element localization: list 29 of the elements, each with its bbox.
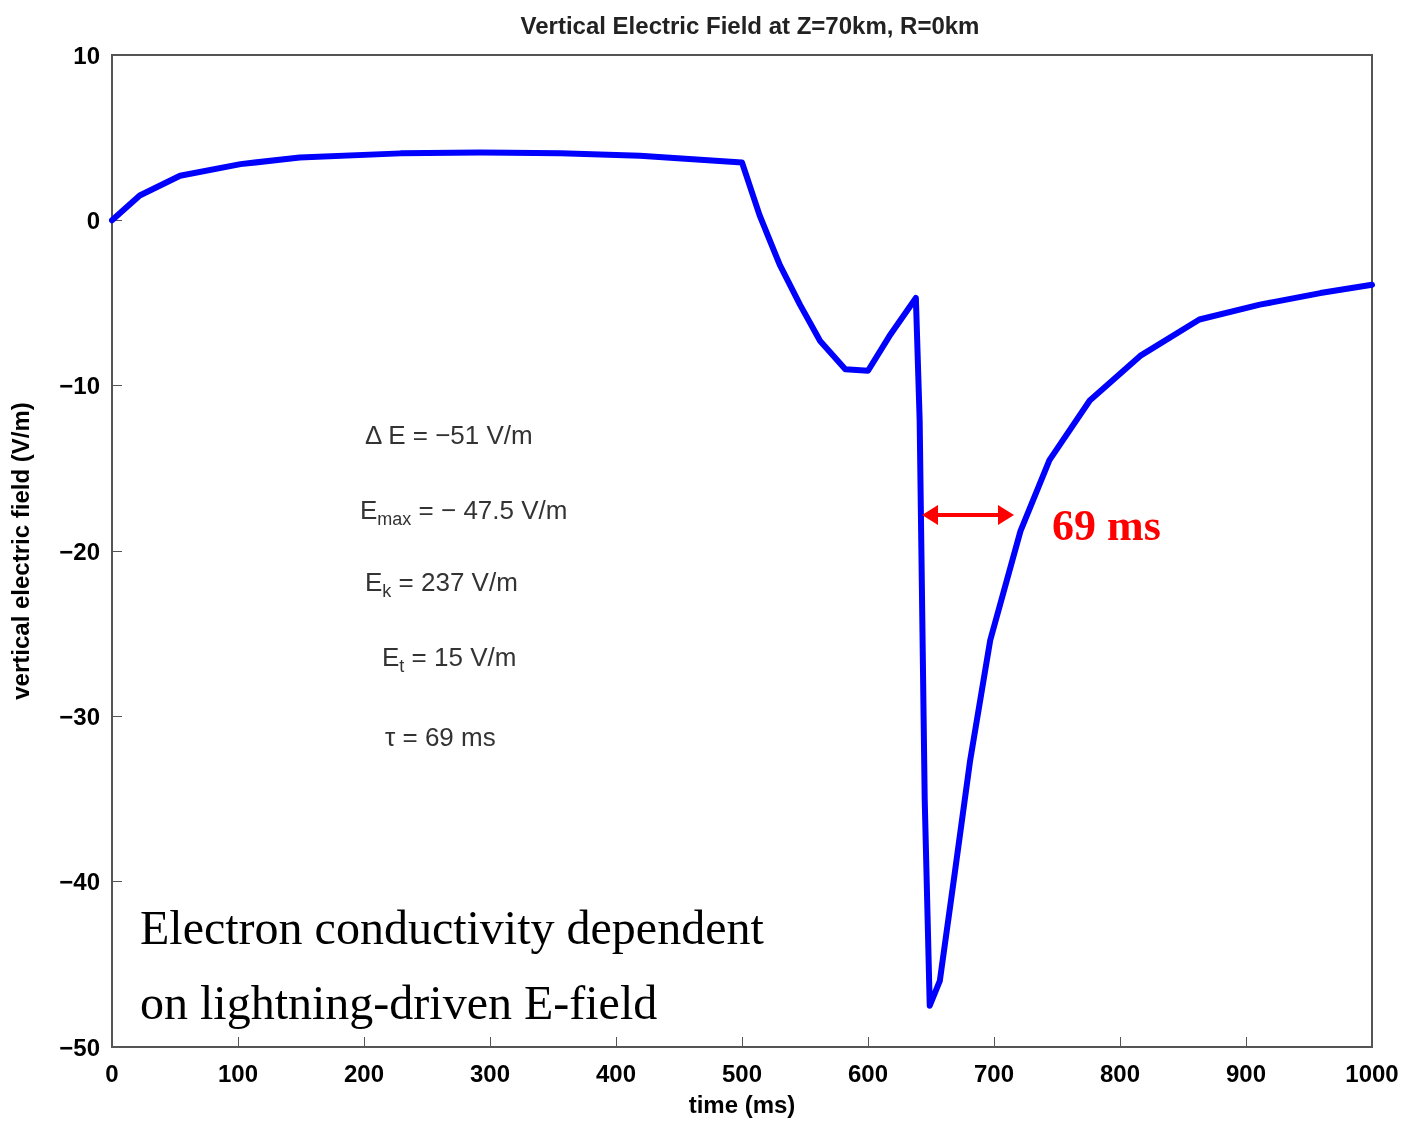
annotation: on lightning-driven E-field bbox=[140, 975, 658, 1030]
x-tick-label: 700 bbox=[973, 1059, 1015, 1087]
x-tick-label: 800 bbox=[1099, 1059, 1141, 1087]
chart-title: Vertical Electric Field at Z=70km, R=0km bbox=[520, 11, 980, 39]
annotation: τ = 69 ms bbox=[385, 722, 496, 753]
x-tick-label: 100 bbox=[217, 1059, 259, 1087]
y-tick-label: 0 bbox=[86, 206, 100, 234]
annotation: E$_{t}$ = 15 V/m bbox=[382, 642, 517, 678]
y-tick-label: −20 bbox=[59, 537, 100, 565]
x-tick-label: 600 bbox=[847, 1059, 889, 1087]
annotation: Δ E = −51 V/m bbox=[365, 420, 533, 451]
x-tick-label: 200 bbox=[343, 1059, 385, 1087]
y-tick-label: −40 bbox=[59, 868, 100, 896]
y-tick-label: 10 bbox=[73, 41, 100, 69]
annotation: 69 ms bbox=[1052, 500, 1161, 551]
annotation: E$_{max}$ = − 47.5 V/m bbox=[360, 495, 568, 531]
annotation: Electron conductivity dependent bbox=[140, 900, 764, 955]
x-axis-title: time (ms) bbox=[688, 1090, 796, 1118]
x-tick-label: 300 bbox=[469, 1059, 511, 1087]
y-tick-label: −50 bbox=[59, 1033, 100, 1061]
annotation: E$_{k}$ = 237 V/m bbox=[365, 567, 518, 603]
x-tick-label: 500 bbox=[721, 1059, 763, 1087]
y-tick-label: −30 bbox=[59, 702, 100, 730]
y-tick-label: −10 bbox=[59, 372, 100, 400]
x-tick-label: 400 bbox=[595, 1059, 637, 1087]
x-tick-label: 1000 bbox=[1345, 1059, 1399, 1087]
y-axis-title: vertical electric field (V/m) bbox=[6, 402, 34, 700]
x-tick-label: 0 bbox=[105, 1059, 119, 1087]
x-tick-label: 900 bbox=[1225, 1059, 1267, 1087]
